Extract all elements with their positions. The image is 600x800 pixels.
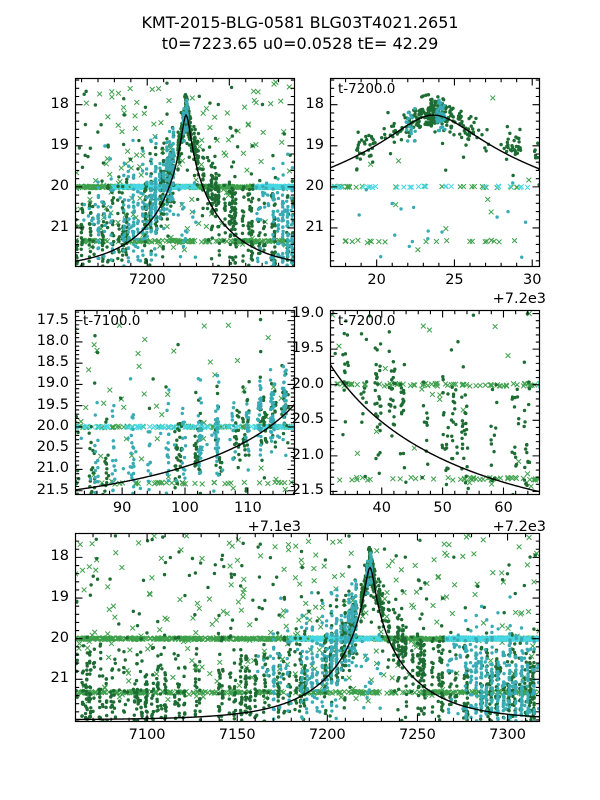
y-tick-label: 18.5 [36, 354, 69, 371]
y-tick-label: 18 [305, 95, 324, 112]
x-tick-label: 7300 [489, 727, 526, 743]
y-tick-label: 21.0 [291, 446, 324, 463]
y-tick-label: 18.0 [36, 332, 69, 349]
y-tick-label: 21.5 [36, 481, 69, 498]
y-tick-label: 20.5 [36, 439, 69, 456]
y-tick-label: 21 [50, 218, 69, 235]
y-tick-label: 19.0 [291, 304, 324, 321]
y-tick-label: 20 [50, 177, 69, 194]
y-tick-label: 17.5 [36, 311, 69, 328]
y-tick-label: 21 [50, 670, 69, 687]
y-tick-label: 19 [50, 136, 69, 153]
x-tick-label: 25 [445, 272, 464, 288]
x-axis-offset-label: +7.1e3 [247, 519, 301, 535]
y-tick-label: 21.5 [291, 482, 324, 499]
axis-offset-annotation: t-7100.0 [83, 313, 141, 329]
y-tick-label: 18 [50, 548, 69, 565]
x-tick-label: 7200 [128, 272, 166, 288]
x-tick-label: 50 [433, 500, 452, 516]
y-tick-label: 20.5 [291, 411, 324, 428]
x-tick-label: 100 [171, 500, 199, 516]
x-axis-offset-label: +7.2e3 [492, 519, 546, 535]
x-tick-label: 7250 [210, 272, 248, 288]
y-tick-label: 18 [50, 95, 69, 112]
x-axis-offset-label: +7.2e3 [492, 291, 546, 307]
axis-offset-annotation: t-7200.0 [338, 81, 396, 97]
x-tick-label: 7100 [128, 727, 166, 743]
y-tick-label: 21 [305, 218, 324, 235]
y-tick-label: 21.0 [36, 460, 69, 477]
y-tick-label: 19.0 [36, 375, 69, 392]
y-tick-label: 19 [50, 589, 69, 606]
x-tick-label: 7150 [218, 727, 256, 743]
y-tick-label: 19.5 [291, 340, 324, 357]
x-tick-label: 40 [372, 500, 391, 516]
y-tick-label: 20 [50, 629, 69, 646]
axis-offset-annotation: t-7200.0 [338, 313, 396, 329]
x-tick-label: 60 [494, 500, 513, 516]
y-tick-label: 19 [305, 136, 324, 153]
y-tick-label: 20 [305, 177, 324, 194]
y-tick-label: 20.0 [291, 375, 324, 392]
y-tick-label: 19.5 [36, 396, 69, 413]
x-tick-label: 7200 [308, 727, 346, 743]
x-tick-label: 7250 [398, 727, 436, 743]
x-tick-label: 20 [367, 272, 386, 288]
y-tick-label: 20.0 [36, 417, 69, 434]
x-tick-label: 90 [112, 500, 132, 516]
x-tick-label: 110 [234, 500, 262, 516]
x-tick-label: 30 [522, 272, 542, 288]
